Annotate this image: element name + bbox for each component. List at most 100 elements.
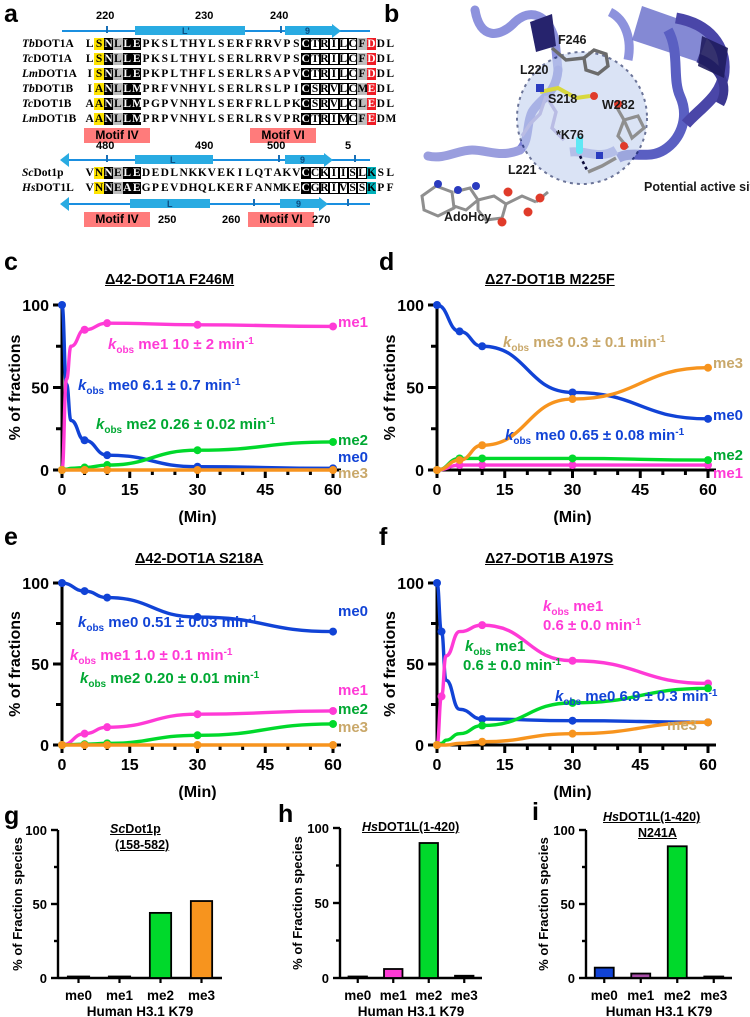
svg-text:me0: me0: [338, 603, 368, 620]
svg-text:0: 0: [40, 738, 49, 755]
svg-text:100: 100: [25, 823, 47, 838]
ss-label-strand-2: 9: [300, 155, 306, 165]
svg-text:30: 30: [564, 482, 582, 499]
ss-loop-bar-3: [130, 199, 210, 208]
svg-text:0: 0: [58, 757, 67, 774]
svg-text:0: 0: [58, 482, 67, 499]
ss-loop-bar-1: [135, 26, 245, 35]
svg-text:% of fractions: % of fractions: [7, 335, 24, 441]
chart-title-i-line2: N241A: [638, 826, 677, 840]
svg-text:50: 50: [31, 381, 49, 398]
svg-text:me1: me1: [338, 682, 368, 699]
alignment-row-name: HsDOT1L: [22, 182, 74, 194]
svg-text:30: 30: [564, 757, 582, 774]
svg-text:15: 15: [496, 757, 514, 774]
panel-letter-c: c: [4, 248, 18, 276]
svg-text:(Min): (Min): [178, 509, 216, 525]
svg-text:kobs me0 6.1 ± 0.7 min-1: kobs me0 6.1 ± 0.7 min-1: [78, 377, 241, 397]
motif-vi-badge-1: Motif VI: [250, 128, 316, 143]
panel-letter-h: h: [278, 800, 294, 828]
panel-letter-g: g: [4, 802, 20, 830]
ss-strand-bar-3: [280, 199, 320, 208]
svg-text:45: 45: [631, 482, 649, 499]
alignment-number-270: 270: [312, 214, 331, 226]
svg-text:kobs me1: kobs me1: [543, 598, 603, 618]
structure-render: [420, 5, 730, 227]
ss-strand-arrow-2: [324, 153, 333, 167]
ss-label-loop-3: L: [167, 199, 173, 209]
svg-text:0: 0: [40, 463, 49, 480]
ss-tick: [106, 155, 108, 162]
alignment-row-name: LmDOT1A: [22, 68, 77, 80]
svg-text:kobs me0 6.9 ± 0.3 min-1: kobs me0 6.9 ± 0.3 min-1: [555, 688, 718, 708]
alignment-number-480: 480: [96, 140, 115, 152]
residue-label-k76: *K76: [556, 128, 584, 142]
svg-text:kobs me1: kobs me1: [465, 638, 525, 658]
chart-canvas-f: 0 15 30 45 60 0 50 100 % of fractions (Min) me3 kob…: [382, 576, 718, 800]
svg-text:Human H3.1 K79: Human H3.1 K79: [87, 1004, 194, 1017]
alignment-sequence: VNNE L EDEDLNKKVEK I LQTAKVCCK I I S LK S L: [85, 167, 395, 179]
svg-text:100: 100: [397, 576, 424, 593]
alignment-sequence: L S NL L E PK S L THYL S ERLRRV P S CTR I LC F DDL: [85, 53, 395, 65]
residue-label-s218: S218: [548, 92, 578, 106]
chart-title-h: HsDOT1L(1-420): [362, 820, 460, 834]
alignment-row-name: TcDOT1B: [22, 98, 72, 110]
svg-text:me2: me2: [664, 988, 691, 1003]
svg-text:100: 100: [397, 298, 424, 315]
alignment-number-240: 240: [270, 10, 289, 22]
chart-title-e: Δ42-DOT1A S218A: [135, 551, 264, 567]
chart-canvas-c: 0 15 30 45 60 0 50 100 % of fractions (Min) me1 me2…: [7, 298, 368, 525]
svg-text:0.6 ± 0.0 min-1: 0.6 ± 0.0 min-1: [463, 657, 561, 674]
svg-text:60: 60: [699, 482, 717, 499]
svg-text:Human H3.1 K79: Human H3.1 K79: [606, 1004, 713, 1017]
svg-text:% of Fraction species: % of Fraction species: [10, 837, 25, 971]
ligand-label-adohcy: AdoHcy: [444, 210, 492, 224]
svg-text:(Min): (Min): [553, 784, 591, 800]
chart-title-c: Δ42-DOT1A F246M: [105, 272, 235, 288]
svg-text:me2: me2: [713, 447, 743, 464]
svg-text:60: 60: [324, 482, 342, 499]
svg-text:me2: me2: [338, 432, 368, 449]
svg-text:50: 50: [33, 897, 47, 912]
svg-text:30: 30: [189, 757, 207, 774]
svg-text:50: 50: [315, 896, 329, 911]
svg-text:45: 45: [256, 757, 274, 774]
ss-tick: [278, 155, 280, 162]
motif-iv-badge-1: Motif IV: [84, 128, 150, 143]
svg-text:60: 60: [324, 757, 342, 774]
svg-text:me3: me3: [338, 465, 368, 482]
svg-text:me3: me3: [700, 988, 728, 1003]
ss-tick: [253, 199, 255, 206]
svg-text:0: 0: [40, 971, 47, 986]
panel-g-chart: g ScDot1p (158-582) 0 50 100% of Fraction …: [0, 800, 250, 1017]
ss-strand-bar-1: [285, 26, 333, 35]
ss-strand-bar-2: [285, 155, 325, 164]
alignment-sequence: AANL LMP R P VNHYL S ERLR S V P RCTR I MC F EDM: [85, 113, 397, 125]
alignment-sequence: L S NL L E PK S L THYL S ER F RRV P S CTR I LC F DDL: [85, 38, 395, 50]
svg-text:me1: me1: [380, 988, 408, 1003]
ss-label-strand-3: 9: [296, 199, 302, 209]
svg-text:me2: me2: [147, 988, 174, 1003]
svg-text:45: 45: [631, 757, 649, 774]
alignment-row-name: TbDOT1A: [22, 38, 74, 50]
alignment-sequence: I S NL L E PKP L THF L S ERLR S A P VCTR I LC F DDL: [87, 68, 395, 80]
chart-canvas-d: 0 15 30 45 60 0 50 100 % of fractions (Min) me3 me0…: [382, 298, 743, 525]
chart-title-f: Δ27-DOT1B A197S: [485, 551, 614, 567]
svg-text:15: 15: [121, 757, 139, 774]
panel-h-chart: h HsDOT1L(1-420) 0 50 100% of Fraction spe…: [250, 800, 500, 1017]
ss-tick: [354, 155, 356, 162]
svg-text:100: 100: [22, 576, 49, 593]
svg-text:kobs me1 1.0 ± 0.1 min-1: kobs me1 1.0 ± 0.1 min-1: [70, 647, 233, 667]
alignment-sequence: AANL LMPGP VNHYL S ER F RL L PKC S RVLCL EDL: [85, 98, 395, 110]
svg-text:0: 0: [415, 738, 424, 755]
svg-text:Human H3.1 K79: Human H3.1 K79: [358, 1004, 465, 1017]
svg-text:me3: me3: [713, 355, 743, 372]
alignment-number-260: 260: [222, 214, 241, 226]
svg-text:me0: me0: [338, 449, 368, 466]
svg-text:0: 0: [415, 463, 424, 480]
svg-text:(Min): (Min): [553, 509, 591, 525]
ss-strand-arrow-3: [319, 197, 328, 211]
svg-text:me0: me0: [344, 988, 371, 1003]
panel-b-structure: b: [380, 0, 750, 240]
ss-label-strand-1: 9: [305, 26, 311, 36]
